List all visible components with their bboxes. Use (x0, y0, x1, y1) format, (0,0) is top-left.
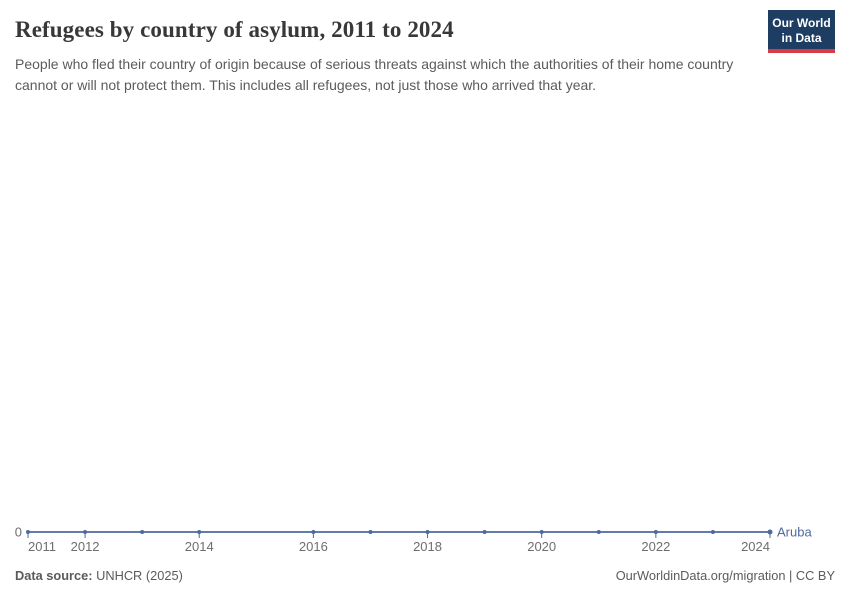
x-tick-label: 2014 (185, 539, 214, 554)
chart-subtitle: People who fled their country of origin … (15, 56, 734, 93)
owid-logo[interactable]: Our World in Data (768, 10, 835, 53)
data-point[interactable] (368, 530, 373, 534)
owid-logo-line1: Our World (772, 16, 831, 30)
data-point[interactable] (482, 530, 487, 534)
x-tick-label: 2016 (299, 539, 328, 554)
x-tick-label: 2022 (641, 539, 670, 554)
data-point[interactable] (140, 530, 145, 534)
x-tick-label: 2020 (527, 539, 556, 554)
data-source-value: UNHCR (2025) (96, 568, 183, 583)
data-point[interactable] (653, 530, 658, 534)
data-point[interactable] (767, 529, 773, 535)
x-tick-label: 2012 (71, 539, 100, 554)
data-point[interactable] (710, 530, 715, 534)
data-source: Data source: UNHCR (2025) (15, 568, 183, 583)
data-point[interactable] (425, 530, 430, 534)
chart-footer: Data source: UNHCR (2025) OurWorldinData… (15, 568, 835, 583)
x-tick-label: 2018 (413, 539, 442, 554)
data-point[interactable] (596, 530, 601, 534)
chart-title: Refugees by country of asylum, 2011 to 2… (15, 17, 454, 42)
data-point[interactable] (83, 530, 88, 534)
x-tick-label: 2011 (28, 539, 56, 554)
owid-logo-line2: in Data (781, 31, 822, 45)
data-source-label: Data source: (15, 568, 93, 583)
data-point[interactable] (539, 530, 544, 534)
attribution: OurWorldinData.org/migration | CC BY (615, 568, 835, 583)
series-label-aruba[interactable]: Aruba (777, 525, 812, 540)
data-point[interactable] (197, 530, 202, 534)
x-tick-label: 2024 (741, 539, 770, 554)
y-tick-label: 0 (15, 525, 22, 540)
data-point[interactable] (26, 530, 30, 534)
data-point[interactable] (311, 530, 316, 534)
